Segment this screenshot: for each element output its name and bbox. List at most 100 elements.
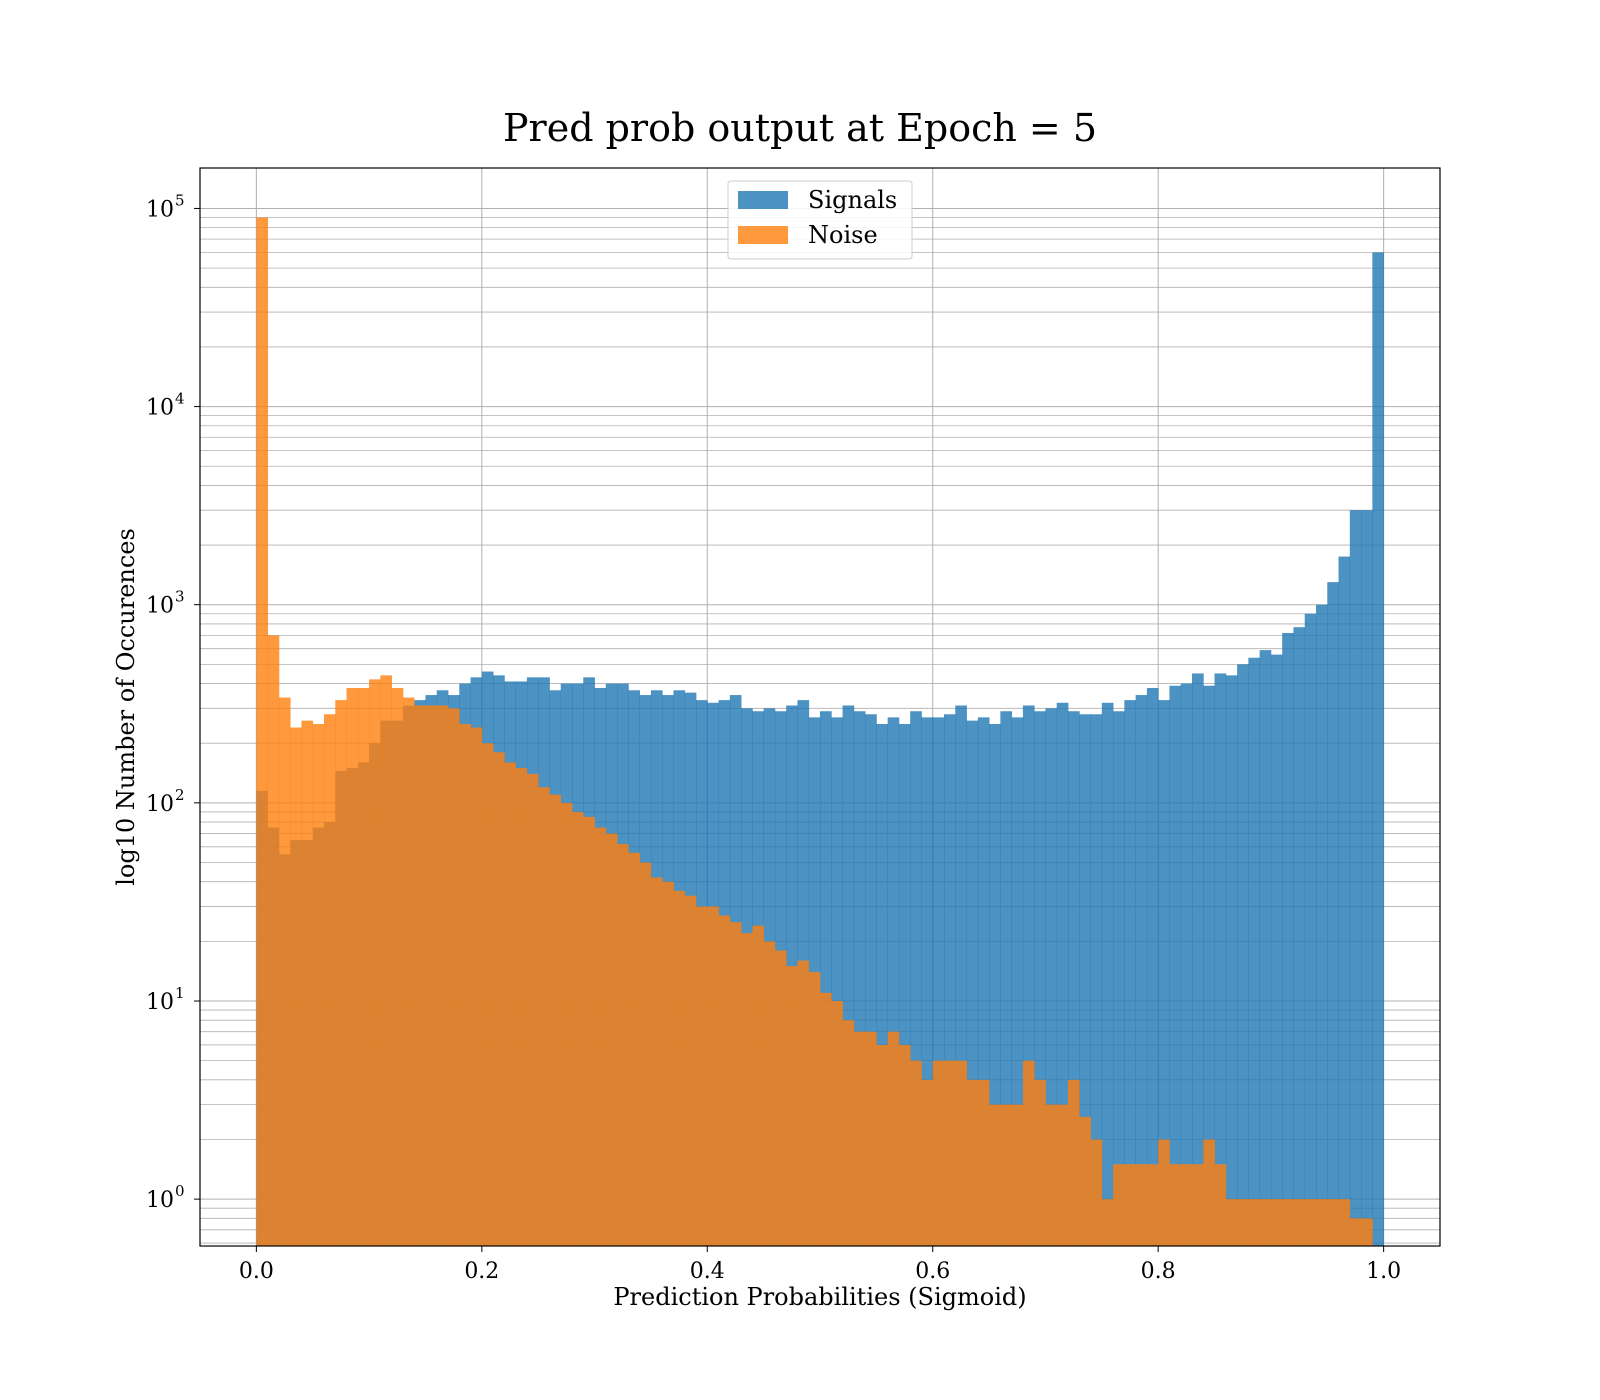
bar-signals [1282, 632, 1294, 1246]
bar-noise [1316, 1199, 1328, 1246]
bar-signals [955, 705, 967, 1246]
bar-noise [662, 881, 674, 1246]
bar-signals [1180, 683, 1193, 1246]
bar-noise [1304, 1199, 1317, 1246]
bar-signals [820, 711, 832, 1246]
bar-signals [1259, 650, 1272, 1246]
bar-signals [853, 711, 866, 1246]
bar-noise [898, 1044, 911, 1246]
bar-noise [1113, 1164, 1125, 1246]
bar-signals [1270, 654, 1283, 1246]
bar-noise [357, 687, 370, 1246]
y-tick-label: 10 [146, 197, 174, 222]
bar-noise [617, 843, 629, 1246]
bar-signals [1045, 708, 1058, 1246]
bar-noise [650, 877, 663, 1246]
x-tick-label: 0.4 [690, 1259, 725, 1284]
bar-signals [1169, 685, 1182, 1246]
bar-noise [1101, 1199, 1114, 1246]
bar-noise [335, 700, 347, 1246]
bar-signals [1146, 687, 1159, 1246]
bar-noise [572, 811, 584, 1246]
bar-signals [1090, 714, 1103, 1246]
bar-noise [628, 852, 641, 1246]
bar-noise [977, 1079, 990, 1246]
bar-signals [842, 705, 855, 1246]
bar-noise [1270, 1199, 1283, 1246]
x-tick-label: 0.8 [1141, 1259, 1176, 1284]
bar-noise [504, 762, 517, 1246]
y-tick-label: 10 [146, 792, 174, 817]
bar-noise [989, 1104, 1001, 1246]
bar-noise [1327, 1199, 1339, 1246]
x-axis-ticks: 0.0 0.2 0.4 0.6 0.8 1.0 [239, 1246, 1401, 1284]
bar-signals [966, 720, 979, 1246]
y-tick-label: 10 [146, 396, 174, 421]
bar-noise [684, 895, 697, 1246]
y-tick-label: 10 [146, 1188, 174, 1213]
bar-noise [436, 705, 449, 1246]
bar-noise [414, 705, 426, 1246]
bar-noise [470, 727, 483, 1246]
bar-noise [1225, 1199, 1238, 1246]
bar-noise [1248, 1199, 1261, 1246]
bar-noise [1022, 1060, 1035, 1246]
bar-noise [741, 933, 753, 1246]
legend-swatch-noise [738, 226, 788, 244]
bar-noise [842, 1020, 855, 1246]
bar-noise [1034, 1079, 1046, 1246]
bar-noise [425, 705, 438, 1246]
bar-noise [402, 697, 415, 1246]
bar-noise [1192, 1164, 1204, 1246]
bar-noise [324, 714, 336, 1246]
x-tick-label: 0.6 [915, 1259, 950, 1284]
bar-signals [1135, 695, 1148, 1246]
chart-title: Pred prob output at Epoch = 5 [503, 106, 1097, 150]
bar-noise [1045, 1104, 1058, 1246]
bar-signals [977, 717, 990, 1246]
bar-noise [481, 743, 494, 1246]
bar-signals [1000, 711, 1013, 1246]
bar-noise [459, 724, 471, 1246]
bar-noise [278, 697, 291, 1246]
bar-noise [1282, 1199, 1294, 1246]
bar-noise [549, 794, 562, 1246]
bar-noise [1237, 1199, 1249, 1246]
bar-noise [1349, 1218, 1362, 1246]
legend-swatch-signals [738, 191, 788, 209]
bar-signals [921, 717, 934, 1246]
y-tick-label: 10 [146, 990, 174, 1015]
bar-signals [1225, 675, 1238, 1246]
bar-noise [594, 827, 607, 1246]
bar-noise [1146, 1164, 1159, 1246]
bar-noise [1259, 1199, 1272, 1246]
y-axis-label: log10 Number of Occurences [112, 528, 140, 886]
bar-noise [1158, 1139, 1170, 1246]
y-tick-exponent: 5 [175, 191, 185, 209]
bar-noise [515, 767, 528, 1246]
bar-noise [391, 687, 404, 1246]
bar-noise [696, 906, 708, 1246]
bar-signals [1079, 714, 1091, 1246]
x-tick-label: 0.2 [464, 1259, 499, 1284]
y-tick-exponent: 2 [175, 786, 185, 804]
bar-noise [944, 1060, 956, 1246]
bar-signals [1361, 510, 1373, 1246]
bar-signals [910, 711, 922, 1246]
bar-signals [1068, 711, 1080, 1246]
legend: Signals Noise [727, 180, 913, 260]
bar-signals [1034, 711, 1046, 1246]
x-axis-label: Prediction Probabilities (Sigmoid) [613, 1283, 1026, 1311]
bar-signals [1011, 717, 1024, 1246]
bar-signals [887, 717, 900, 1246]
bar-noise [538, 787, 550, 1246]
bar-noise [921, 1079, 934, 1246]
bar-noise [448, 708, 460, 1246]
bar-signals [1113, 711, 1125, 1246]
bar-noise [290, 727, 302, 1246]
bar-noise [673, 890, 686, 1246]
bar-noise [605, 833, 618, 1246]
y-tick-label: 10 [146, 594, 174, 619]
bar-signals [932, 717, 945, 1246]
bar-signals [1101, 702, 1114, 1246]
